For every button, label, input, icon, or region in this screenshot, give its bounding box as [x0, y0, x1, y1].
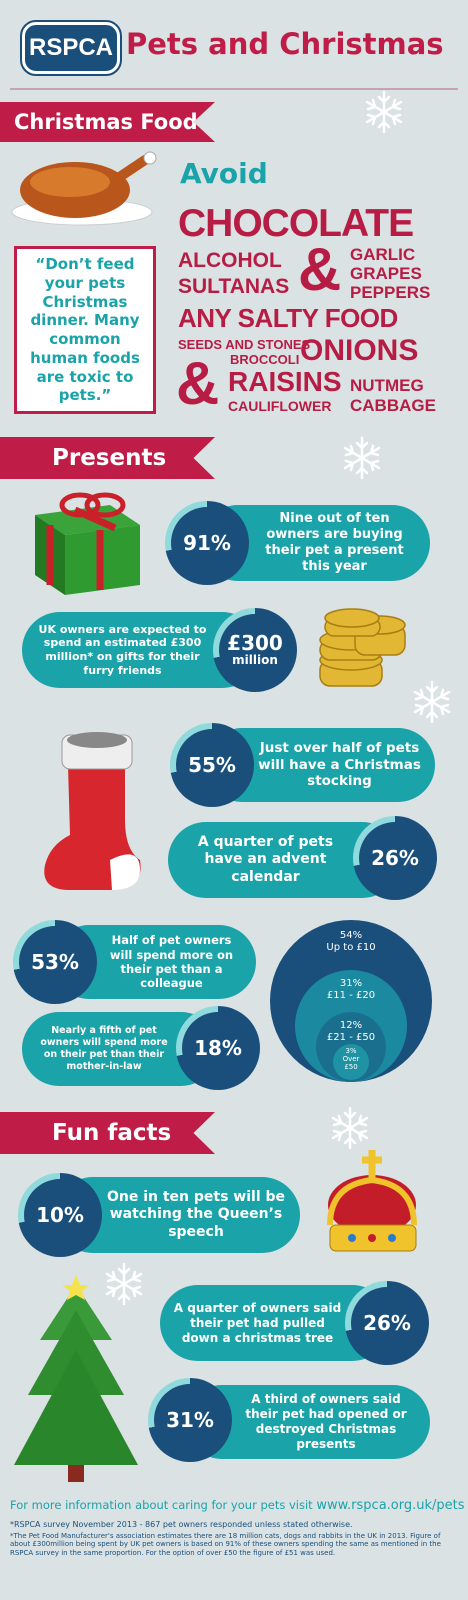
- snowflake: [343, 436, 381, 480]
- food-word: PEPPERS: [350, 283, 431, 302]
- stat-text: UK owners are expected to spend an estim…: [38, 622, 207, 677]
- divider: [10, 88, 458, 90]
- logo: RSPCA: [20, 20, 122, 76]
- stat-value: 26%: [363, 1310, 411, 1335]
- stat-circle: £300 million: [213, 608, 297, 692]
- stat-circle: 91%: [165, 501, 249, 585]
- food-word: GRAPES: [350, 264, 422, 283]
- tree: [14, 1275, 138, 1482]
- food-word: RAISINS: [228, 366, 342, 397]
- stat-circle: 53%: [13, 920, 97, 1004]
- stat-text: A third of owners said their pet had ope…: [245, 1392, 407, 1451]
- stat-circle: 55%: [170, 723, 254, 807]
- crown: [327, 1150, 417, 1252]
- food-word: SULTANAS: [178, 275, 290, 298]
- stat-value-box: 10%: [24, 1179, 96, 1251]
- food-word: CAULIFLOWER: [228, 398, 332, 414]
- snowflake: [105, 1262, 143, 1306]
- section-banner: Fun facts: [0, 1112, 215, 1154]
- turkey: [11, 151, 157, 226]
- food-word: CHOCOLATE: [178, 202, 414, 245]
- stat-text: Half of pet owners will spend more on th…: [109, 933, 234, 991]
- snowflake: [413, 680, 451, 724]
- stat-value-sub: million: [232, 653, 278, 668]
- food-word: GARLIC: [350, 245, 416, 264]
- avoid-heading: Avoid: [180, 157, 268, 190]
- stat-circle: 18%: [176, 1006, 260, 1090]
- food-word: ANY SALTY FOOD: [178, 303, 398, 333]
- stat-circle: 26%: [353, 816, 437, 900]
- page-title: Pets and Christmas: [126, 27, 444, 61]
- stat-text: A quarter of pets have an advent calenda…: [197, 833, 334, 885]
- stat-text: Nearly a fifth of pet owners will spend …: [40, 1025, 168, 1072]
- stat-text: One in ten pets will be watching the Que…: [106, 1188, 286, 1240]
- food-word: SEEDS AND STONES: [178, 337, 311, 352]
- spending-label: 3% Over £50: [342, 1047, 360, 1072]
- stat-value-box: 26%: [359, 822, 431, 894]
- spending-label: 12% £21 - £50: [326, 1020, 376, 1043]
- stat-value: 91%: [183, 530, 231, 555]
- food-word: NUTMEG: [350, 376, 424, 395]
- stat-value: 18%: [194, 1035, 242, 1060]
- stat-value: 10%: [36, 1202, 84, 1227]
- stat-value: 55%: [188, 752, 236, 777]
- food-word: ONIONS: [300, 334, 419, 367]
- spending-label: 54% Up to £10: [326, 930, 376, 953]
- stat-text: A quarter of owners said their pet had p…: [173, 1300, 342, 1345]
- stat-value-box: 53%: [19, 926, 91, 998]
- food-word: CABBAGE: [350, 396, 436, 415]
- stat-value: 31%: [166, 1407, 214, 1432]
- stat-value: £300: [227, 631, 283, 656]
- stat-value-box: 31%: [154, 1384, 226, 1456]
- stat-circle: 26%: [345, 1281, 429, 1365]
- stat-text: Nine out of ten owners are buying their …: [265, 510, 404, 575]
- stat-pill: A quarter of pets have an advent calenda…: [168, 822, 400, 898]
- food-word: BROCCOLI: [230, 352, 300, 367]
- stat-value-box: 91%: [171, 507, 243, 579]
- food-word: &: [298, 236, 342, 303]
- stat-value: 53%: [31, 949, 79, 974]
- footer-note: *The Pet Food Manufacturer's association…: [10, 1532, 441, 1557]
- footer-note: *RSPCA survey November 2013 - 867 pet ow…: [10, 1520, 353, 1529]
- stat-circle: 31%: [148, 1378, 232, 1462]
- food-word: &: [176, 350, 220, 417]
- section-banner: Christmas Food: [0, 102, 215, 142]
- stat-value-box: 26%: [351, 1287, 423, 1359]
- spending-circle: [333, 1044, 369, 1080]
- quote: “Don’t feed your pets Christmas dinner. …: [14, 246, 156, 414]
- stat-value-box: 55%: [176, 729, 248, 801]
- stat-value-box: £300 million: [219, 614, 291, 686]
- footer-info: For more information about caring for yo…: [10, 1498, 465, 1513]
- snowflake: [331, 1106, 369, 1150]
- coins: [319, 608, 406, 687]
- stocking: [44, 732, 141, 890]
- stat-text: Just over half of pets will have a Chris…: [258, 739, 421, 790]
- section-banner: Presents: [0, 437, 215, 479]
- stat-pill: Half of pet owners will spend more on th…: [52, 925, 256, 999]
- snowflake: [365, 90, 403, 134]
- spending-label: 31% £11 - £20: [326, 978, 376, 1001]
- food-word: ALCOHOL: [178, 249, 282, 272]
- stat-value-box: 18%: [182, 1012, 254, 1084]
- stat-value: 26%: [371, 845, 419, 870]
- stat-circle: 10%: [18, 1173, 102, 1257]
- gift: [35, 492, 140, 595]
